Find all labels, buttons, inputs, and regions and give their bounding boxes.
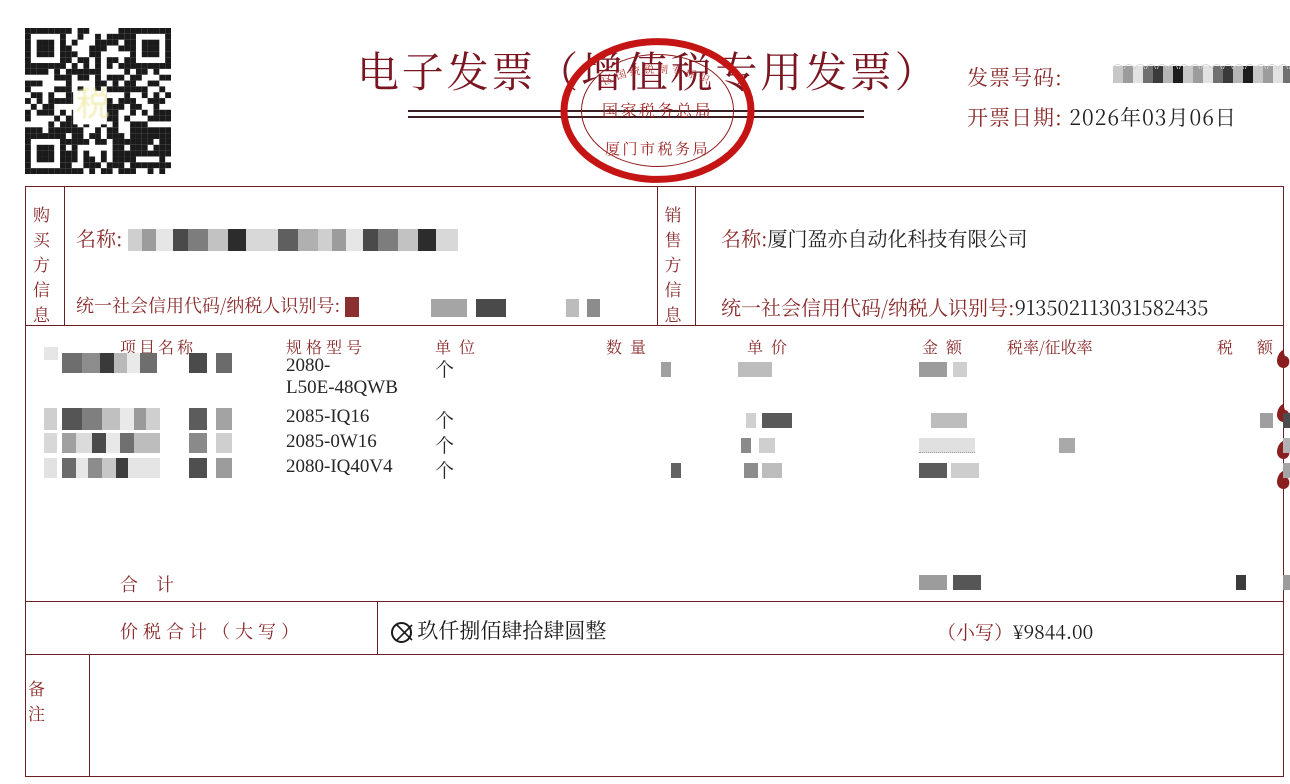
svg-text:税: 税 [76, 77, 110, 126]
svg-text:国家税务总局: 国家税务总局 [602, 98, 713, 121]
svg-text:区国统锐制专标识: 区国统锐制专标识 [600, 62, 715, 89]
svg-text:厦门市税务局: 厦门市税务局 [605, 138, 710, 159]
